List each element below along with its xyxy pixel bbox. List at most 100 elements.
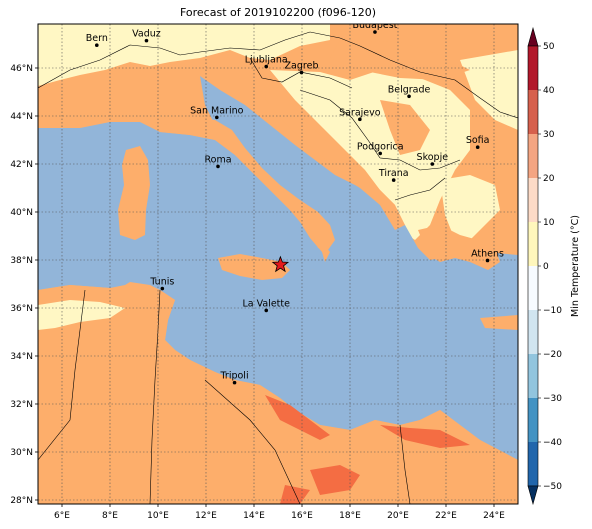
city-dot <box>264 64 269 69</box>
lat-tick-label: 40°N <box>10 208 33 218</box>
city-label: Budapest <box>352 20 397 31</box>
colorbar-segment <box>528 178 538 222</box>
hot-patch-libya <box>265 395 330 440</box>
longitude-ticks: 6°E 8°E 10°E 12°E 14°E 16°E 18°E 20°E 22°E 24°E <box>54 504 505 521</box>
lat-tick-label: 42°N <box>10 160 33 170</box>
mild-zone-north <box>38 24 330 86</box>
lat-tick-label: 28°N <box>10 496 33 506</box>
colorbar-tick-label: 40 <box>543 86 555 96</box>
colorbar-tick-label: −40 <box>543 438 562 448</box>
italy-peninsula <box>150 118 335 250</box>
city-dot <box>430 162 435 166</box>
city-label: Sarajevo <box>339 107 381 118</box>
colorbar-tick-label: 50 <box>543 42 555 52</box>
colorbar-segment <box>528 90 538 134</box>
lon-tick-label: 22°E <box>435 511 457 521</box>
colorbar-tick-label: −20 <box>543 350 562 360</box>
lon-tick-label: 24°E <box>483 511 505 521</box>
colorbar-tick-label: 30 <box>543 130 555 140</box>
colorbar-segment <box>528 266 538 310</box>
lon-tick-label: 20°E <box>387 511 409 521</box>
colorbar-segment <box>528 398 538 442</box>
city-label: Ljubljana <box>245 55 288 66</box>
lon-tick-label: 18°E <box>339 511 361 521</box>
colorbar-tick-label: −10 <box>543 306 562 316</box>
plot-frame <box>37 23 519 505</box>
city-label: Skopje <box>417 152 449 163</box>
city-label: Roma <box>204 154 231 165</box>
colorbar-label: Min Temperature (°C) <box>570 215 581 317</box>
lon-tick-label: 6°E <box>54 511 70 521</box>
city-dot <box>299 70 304 75</box>
city-dot <box>407 94 411 99</box>
city-dot <box>232 380 237 385</box>
lon-tick-label: 10°E <box>147 511 169 521</box>
city-dot <box>358 117 362 122</box>
city-dot <box>391 178 396 182</box>
lat-tick-label: 32°N <box>10 400 33 410</box>
city-label: Belgrade <box>388 84 431 95</box>
city-dot <box>373 30 377 34</box>
mild-zone-east <box>460 50 518 130</box>
city-label: San Marino <box>190 105 243 116</box>
warm-patch-hungary <box>330 40 470 80</box>
lat-tick-label: 44°N <box>10 112 33 122</box>
lat-tick-label: 36°N <box>10 304 33 314</box>
lon-tick-label: 8°E <box>102 511 118 521</box>
mild-zone-greece <box>440 175 500 240</box>
colorbar-tick-label: 20 <box>543 174 555 184</box>
map-title: Forecast of 2019102200 (f096-120) <box>179 6 377 19</box>
colorbar: 50 40 30 20 10 0 −10 −20 −30 −40 −50 Min Temperatur… <box>527 26 581 506</box>
city-dot <box>378 151 383 156</box>
colorbar-tick-label: −30 <box>543 394 562 404</box>
city-dot <box>95 43 99 47</box>
city-label: Athens <box>471 248 504 259</box>
crete-like-strip <box>480 315 518 330</box>
city-dot <box>264 308 269 313</box>
city-label: Tunis <box>149 277 174 288</box>
sardinia-corsica <box>118 146 150 240</box>
city-label: Tripoli <box>220 371 249 382</box>
city-dot <box>215 115 219 120</box>
city-label: Bern <box>86 33 108 44</box>
colorbar-segment <box>528 222 538 266</box>
lon-tick-label: 16°E <box>291 511 313 521</box>
colorbar-extend-max <box>527 26 539 47</box>
colorbar-tick-label: 10 <box>543 218 555 228</box>
adriatic-east-coast <box>262 70 405 230</box>
colorbar-tick-label: −50 <box>543 482 562 492</box>
city-label: Zagreb <box>285 61 319 72</box>
colorbar-segment <box>528 354 538 398</box>
latitude-ticks: 46°N 44°N 42°N 40°N 38°N 36°N 34°N 32°N 30°N 28°N <box>10 64 38 506</box>
colorbar-tick-label: 0 <box>543 262 549 272</box>
city-label: Vaduz <box>132 29 161 40</box>
graticule <box>38 24 518 504</box>
city-dot <box>160 286 165 291</box>
city-label: La Valette <box>242 298 290 309</box>
city-dot <box>475 145 480 149</box>
colorbar-segment <box>528 310 538 354</box>
colorbar-segment <box>528 442 538 486</box>
warm-patch-balkans <box>380 100 430 155</box>
colorbar-extend-min <box>527 485 539 506</box>
city-label: Sofia <box>466 135 490 146</box>
country-borders <box>38 31 518 504</box>
city-label: Tirana <box>378 168 409 179</box>
mild-strip-algeria <box>38 300 125 330</box>
hot-patch-coast <box>380 425 470 448</box>
city-dot <box>144 38 149 43</box>
greece-peninsula <box>418 225 500 270</box>
city-dot <box>216 164 220 169</box>
mild-zone-balkans <box>270 70 470 240</box>
hot-patch-south <box>280 465 360 504</box>
lat-tick-label: 38°N <box>10 256 33 266</box>
lat-tick-label: 46°N <box>10 64 33 74</box>
lat-tick-label: 34°N <box>10 352 33 362</box>
lon-tick-label: 12°E <box>195 511 217 521</box>
city-label: Podgorica <box>357 141 404 152</box>
lat-tick-label: 30°N <box>10 448 33 458</box>
lon-tick-label: 14°E <box>243 511 265 521</box>
